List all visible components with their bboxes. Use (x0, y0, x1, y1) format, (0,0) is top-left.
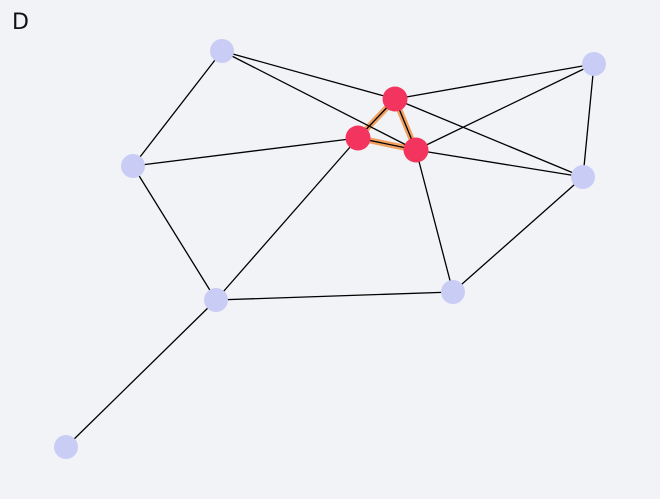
edge-n8-n9 (215, 291, 454, 301)
edge-n1-n4 (221, 50, 396, 100)
edge-n4-n7 (394, 98, 584, 178)
edge-n5-n9 (215, 137, 359, 301)
edge-n1-n2 (132, 50, 223, 167)
edge-n3-n6 (415, 63, 595, 151)
highlighted-node-n4 (382, 86, 408, 112)
edge-n2-n5 (132, 137, 359, 167)
node-n7 (571, 165, 595, 189)
node-n3 (582, 52, 606, 76)
panel-label: D (12, 10, 29, 35)
graph-nodes (54, 39, 606, 459)
node-n2 (121, 154, 145, 178)
node-n9 (204, 288, 228, 312)
node-n1 (210, 39, 234, 63)
node-n8 (441, 280, 465, 304)
edge-n4-n3 (394, 63, 595, 100)
edge-n7-n8 (452, 176, 584, 293)
highlighted-node-n5 (345, 125, 371, 151)
edge-n1-n6 (221, 50, 417, 151)
node-n10 (54, 435, 78, 459)
edge-n6-n8 (415, 149, 454, 293)
edge-n9-n10 (65, 299, 217, 448)
edge-n3-n7 (582, 63, 595, 178)
highlighted-node-n6 (403, 137, 429, 163)
graph-edges (65, 50, 595, 448)
edge-n6-n7 (415, 149, 584, 178)
edge-n2-n9 (132, 165, 217, 301)
